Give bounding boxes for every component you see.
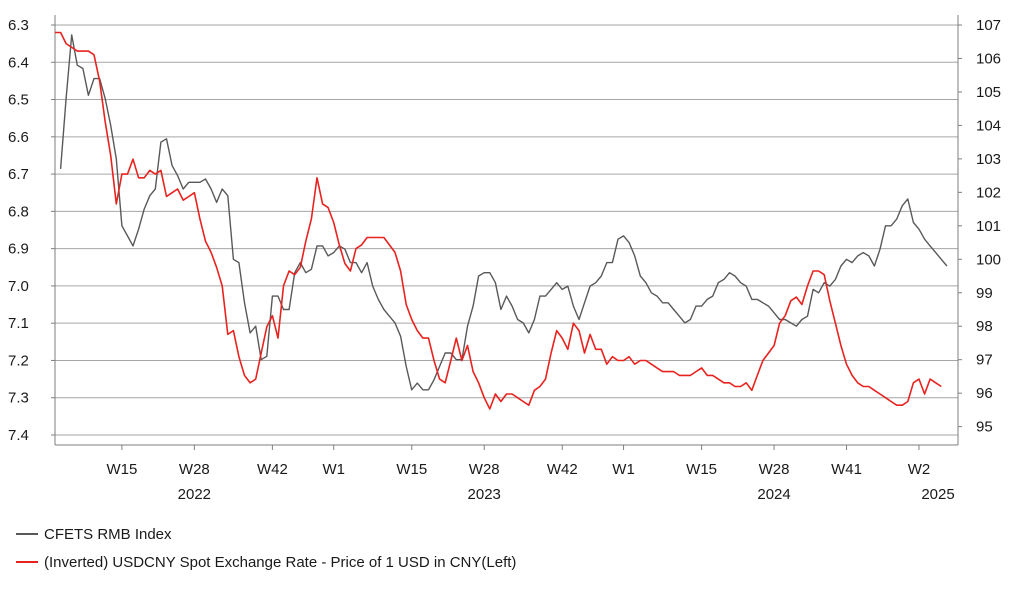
- year-label: 2023: [468, 486, 501, 503]
- year-label: 2022: [178, 486, 211, 503]
- left-tick-label: 6.6: [8, 129, 29, 146]
- left-tick-label: 6.4: [8, 54, 29, 71]
- x-tick-label: W42: [257, 461, 288, 478]
- legend-swatch-cfets: [16, 533, 38, 535]
- year-labels: 2022 2023 2024 2025: [178, 486, 955, 503]
- x-tick-label: W28: [759, 461, 790, 478]
- x-tick-label: W1: [322, 461, 345, 478]
- right-tick-label: 98: [976, 318, 993, 335]
- left-tick-label: 7.0: [8, 278, 29, 295]
- right-tick-label: 106: [976, 50, 1001, 67]
- legend-label-cfets: CFETS RMB Index: [44, 525, 172, 543]
- series-line-cfets-rmb-index: [59, 34, 948, 391]
- year-label: 2024: [757, 486, 790, 503]
- left-tick-label: 7.3: [8, 390, 29, 407]
- x-tick-label: W1: [612, 461, 635, 478]
- legend-label-usdcny: (Inverted) USDCNY Spot Exchange Rate - P…: [44, 553, 517, 571]
- left-tick-label: 6.8: [8, 203, 29, 220]
- right-tick-label: 95: [976, 419, 993, 436]
- right-tick-label: 105: [976, 84, 1001, 101]
- legend-swatch-usdcny: [16, 561, 38, 563]
- x-axis-ticks: W15 W28 W42 W1 W15 W28 W42 W1 W15 W28 W41 W2: [106, 445, 930, 478]
- right-tick-label: 99: [976, 285, 993, 302]
- left-axis-ticks: 6.3 6.4 6.5 6.6 6.7 6.8 6.9 7.0 7.1 7.2 7.3 7.4: [8, 17, 55, 444]
- legend-item-cfets: CFETS RMB Index: [14, 523, 714, 545]
- x-tick-label: W41: [831, 461, 862, 478]
- legend-item-usdcny: (Inverted) USDCNY Spot Exchange Rate - P…: [14, 551, 714, 573]
- right-tick-label: 100: [976, 251, 1001, 268]
- right-tick-label: 104: [976, 117, 1001, 134]
- axes: [54, 15, 959, 446]
- left-tick-label: 6.3: [8, 17, 29, 34]
- right-tick-label: 107: [976, 17, 1001, 34]
- left-tick-label: 7.1: [8, 315, 29, 332]
- x-tick-label: W2: [908, 461, 931, 478]
- left-tick-label: 6.7: [8, 166, 29, 183]
- right-axis-ticks: 107 106 105 104 103 102 101 100 99 98 97 96 95: [958, 17, 1001, 436]
- x-tick-label: W15: [106, 461, 137, 478]
- gridlines: [55, 24, 958, 436]
- left-tick-label: 6.5: [8, 92, 29, 109]
- series-line-usdcny-inverted: [55, 31, 942, 410]
- left-tick-label: 7.2: [8, 352, 29, 369]
- left-tick-label: 6.9: [8, 241, 29, 258]
- right-tick-label: 101: [976, 218, 1001, 235]
- right-tick-label: 96: [976, 385, 993, 402]
- chart: 6.3 6.4 6.5 6.6 6.7 6.8 6.9 7.0 7.1 7.2 7.3 7.4 107…: [8, 15, 1001, 503]
- year-label: 2025: [921, 486, 954, 503]
- right-tick-label: 97: [976, 352, 993, 369]
- right-tick-label: 103: [976, 151, 1001, 168]
- right-tick-label: 102: [976, 184, 1001, 201]
- x-tick-label: W15: [396, 461, 427, 478]
- x-tick-label: W42: [547, 461, 578, 478]
- series-lines: [55, 31, 948, 410]
- x-tick-label: W28: [469, 461, 500, 478]
- x-tick-label: W15: [686, 461, 717, 478]
- left-tick-label: 7.4: [8, 427, 29, 444]
- x-tick-label: W28: [179, 461, 210, 478]
